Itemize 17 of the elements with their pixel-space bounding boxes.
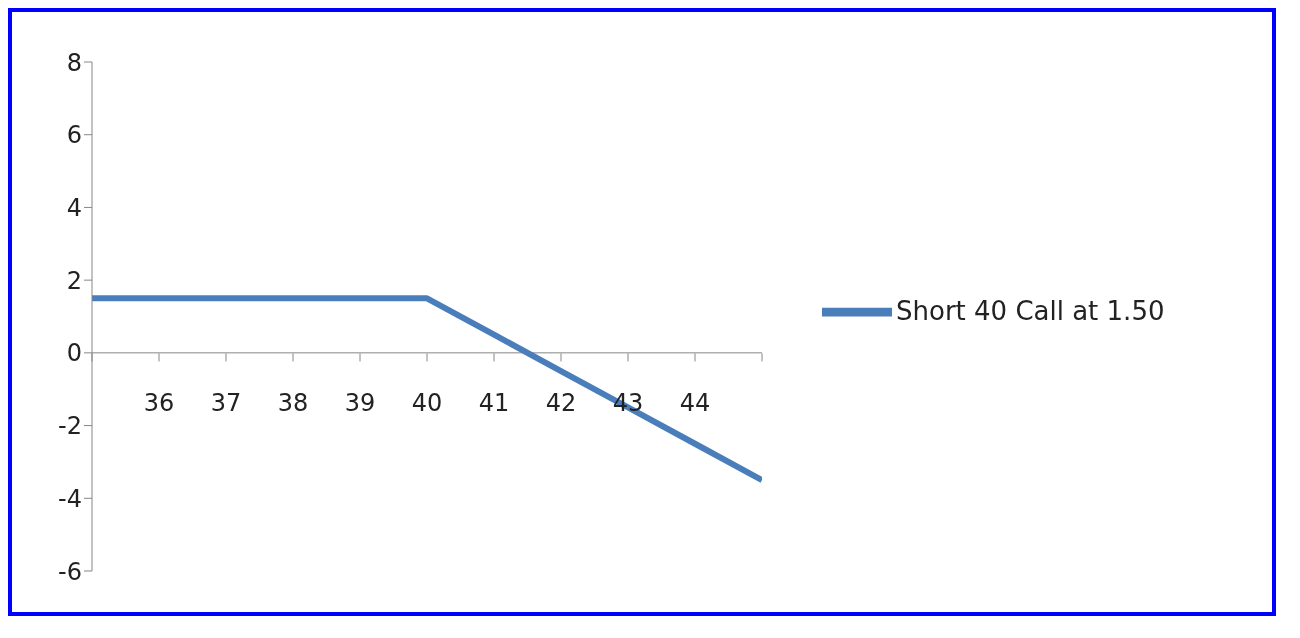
y-tick-label: -4 [58, 484, 82, 513]
y-tick-label: -6 [58, 557, 82, 586]
x-tick-label: 38 [277, 389, 309, 418]
x-tick-label: 41 [478, 389, 510, 418]
x-tick-label: 36 [143, 389, 175, 418]
y-tick-label: 6 [66, 121, 82, 150]
x-tick-label: 44 [679, 389, 711, 418]
y-tick-label: 4 [66, 193, 82, 222]
y-tick-label: -2 [58, 412, 82, 441]
x-tick-label: 39 [344, 389, 376, 418]
x-tick-label: 37 [210, 389, 242, 418]
x-tick-label: 42 [545, 389, 577, 418]
y-tick-label: 0 [66, 339, 82, 368]
legend-label: Short 40 Call at 1.50 [896, 295, 1165, 326]
y-tick-label: 8 [66, 48, 82, 77]
x-tick-label: 40 [411, 389, 443, 418]
y-tick-label: 2 [66, 266, 82, 295]
